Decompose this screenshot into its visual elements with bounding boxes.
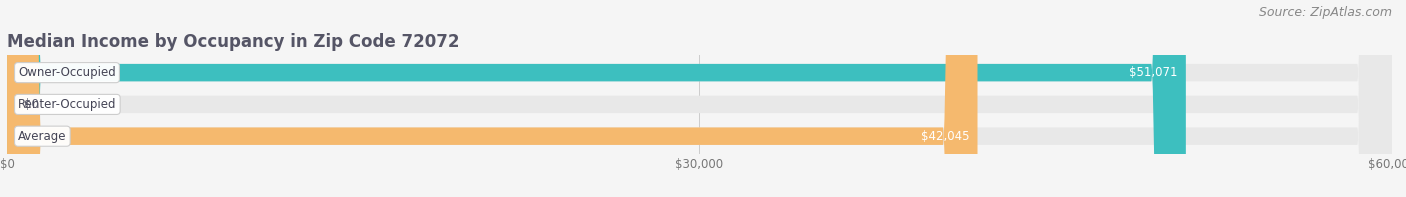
Text: Average: Average [18, 130, 66, 143]
FancyBboxPatch shape [7, 0, 1185, 197]
FancyBboxPatch shape [7, 0, 1392, 197]
Text: Median Income by Occupancy in Zip Code 72072: Median Income by Occupancy in Zip Code 7… [7, 33, 460, 51]
Text: Source: ZipAtlas.com: Source: ZipAtlas.com [1258, 6, 1392, 19]
FancyBboxPatch shape [7, 0, 1392, 197]
Text: $51,071: $51,071 [1129, 66, 1178, 79]
FancyBboxPatch shape [7, 0, 977, 197]
Text: $42,045: $42,045 [921, 130, 969, 143]
FancyBboxPatch shape [7, 0, 1392, 197]
Text: $0: $0 [24, 98, 38, 111]
Text: Renter-Occupied: Renter-Occupied [18, 98, 117, 111]
Text: Owner-Occupied: Owner-Occupied [18, 66, 115, 79]
